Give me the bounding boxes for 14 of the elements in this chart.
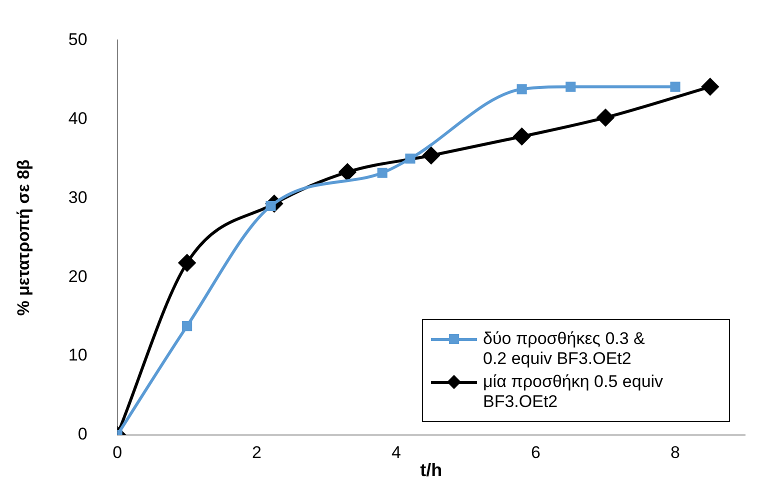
y-tick-label: 50 <box>68 30 88 49</box>
legend-label: μία προσθήκη 0.5 equiv BF3.OEt2 <box>483 372 664 412</box>
x-tick-label: 4 <box>392 442 402 462</box>
y-axis-title: % μετατροπή σε 8β <box>14 159 33 316</box>
x-axis-title: t/h <box>420 460 442 480</box>
x-tick-label: 0 <box>112 442 122 462</box>
y-tick-label: 30 <box>68 188 88 207</box>
y-tick-label: 0 <box>78 424 88 444</box>
x-tick-label: 2 <box>252 442 262 462</box>
x-tick-label: 8 <box>670 442 680 462</box>
x-tick-label: 6 <box>531 442 541 462</box>
y-tick-label: 10 <box>68 346 88 365</box>
y-tick-label: 20 <box>68 266 88 286</box>
y-tick-label: 40 <box>68 108 88 128</box>
